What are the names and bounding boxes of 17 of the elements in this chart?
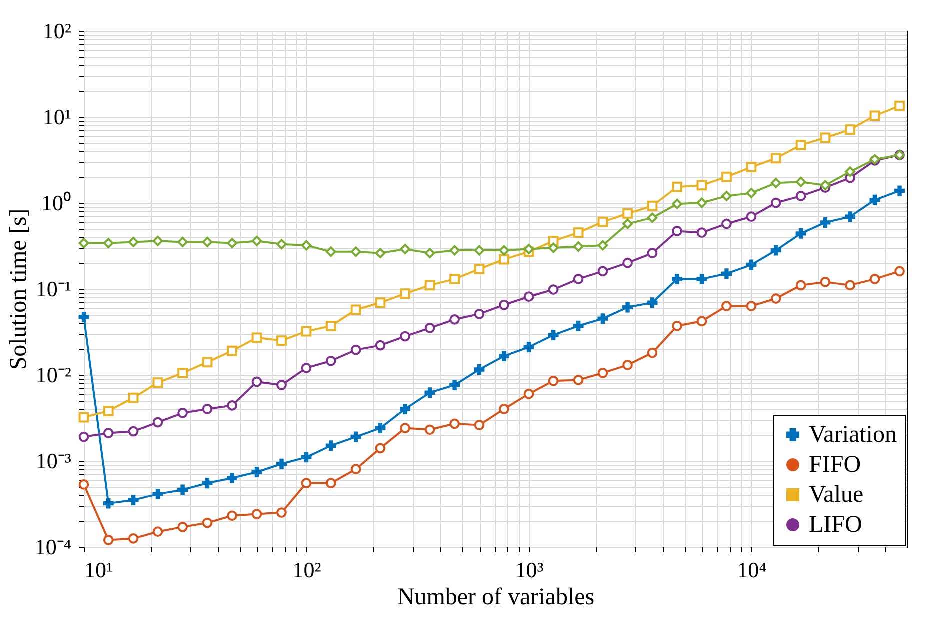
y-tick-label: 10¹ xyxy=(42,104,72,130)
y-tick-label: 10⁻² xyxy=(36,362,72,388)
legend-label: LIFO xyxy=(809,512,862,538)
x-tick-label: 10³ xyxy=(515,558,544,582)
y-axis-title: Solution time [s] xyxy=(6,208,32,370)
x-tick-label: 10⁴ xyxy=(737,558,768,582)
legend-label: FIFO xyxy=(809,452,862,478)
y-tick-label: 10⁻³ xyxy=(36,448,72,474)
y-tick-label: 10⁻⁴ xyxy=(34,534,72,560)
y-tick-label: 10⁰ xyxy=(42,190,72,216)
legend-label: Variation xyxy=(809,422,897,448)
legend-label: Value xyxy=(809,482,864,508)
y-tick-label: 10² xyxy=(42,18,72,44)
y-tick-label: 10⁻¹ xyxy=(36,276,72,302)
x-axis-title: Number of variables xyxy=(397,584,595,610)
x-tick-label: 10² xyxy=(292,558,322,582)
x-tick-label: 10¹ xyxy=(84,558,114,582)
